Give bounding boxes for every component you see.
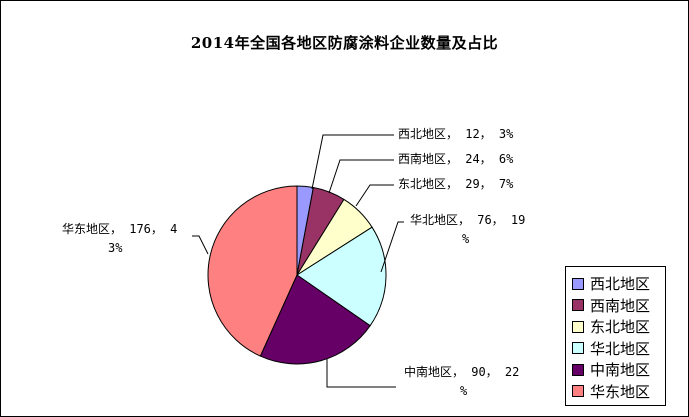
legend-item-3: 东北地区 [566,316,665,338]
legend-label: 西北地区 [590,275,651,294]
legend-swatch [572,363,584,376]
legend-item-6: 华东地区 [566,381,665,403]
data-labels: 西北地区， 12， 3% 西南地区， 24， 6% 东北地区， 29， 7% 华北地区… [62,127,525,398]
legend-label: 华北地区 [590,339,651,358]
pie-slice-5 [259,274,371,365]
data-label-5: 中南地区， 90， 22% [404,364,519,398]
leader-line-6 [192,235,209,255]
leader-line-3 [355,184,394,207]
legend-label: 西南地区 [590,296,651,315]
legend: 西北地区西南地区东北地区华北地区中南地区华东地区 [565,266,666,406]
data-label-4: 华北地区， 76， 19% [410,213,525,246]
legend-item-5: 中南地区 [566,359,665,381]
legend-item-1: 西北地区 [566,273,665,295]
leader-line-4 [380,221,404,273]
legend-swatch [572,277,584,290]
legend-swatch [572,385,584,398]
data-label-3: 东北地区， 29， 7% [398,177,514,191]
legend-label: 东北地区 [590,318,651,337]
pie-slice-6 [207,185,298,357]
data-label-6: 华东地区， 176， 4 3% [62,222,177,255]
legend-swatch [572,342,584,355]
pie-slices [207,185,387,365]
legend-swatch [572,320,584,333]
leader-lines [192,134,404,388]
leader-line-1 [311,134,394,190]
leader-line-5 [326,359,396,388]
pie-slice-4 [296,226,387,327]
leader-line-2 [328,159,394,194]
legend-item-2: 西南地区 [566,295,665,317]
data-label-1: 西北地区， 12， 3% [398,127,514,141]
legend-label: 中南地区 [590,361,651,380]
data-label-2: 西南地区， 24， 6% [398,151,514,166]
chart-title: 2014年全国各地区防腐涂料企业数量及占比 [190,34,499,52]
legend-item-4: 华北地区 [566,338,665,360]
legend-label: 华东地区 [590,382,651,401]
legend-swatch [572,299,584,312]
